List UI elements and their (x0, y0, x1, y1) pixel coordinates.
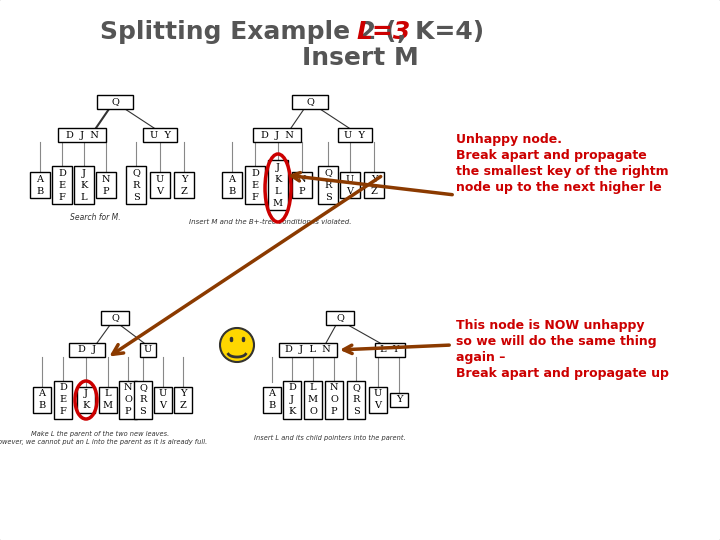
Bar (69, 343, 105, 357)
Text: S: S (353, 408, 359, 416)
Bar (279, 343, 337, 357)
Text: Splitting Example 2 (: Splitting Example 2 ( (100, 20, 397, 44)
Text: S: S (325, 192, 331, 201)
Text: M: M (308, 395, 318, 404)
Text: Q: Q (324, 168, 332, 178)
Bar (375, 343, 405, 357)
Text: B: B (37, 186, 44, 195)
Bar (150, 172, 170, 198)
Text: Z: Z (371, 186, 377, 195)
Text: again –: again – (456, 350, 505, 363)
Bar (54, 381, 72, 419)
Text: so we will do the same thing: so we will do the same thing (456, 334, 657, 348)
Text: R: R (324, 180, 332, 190)
Bar (245, 166, 265, 204)
Text: J: J (84, 389, 88, 399)
Text: D: D (251, 168, 259, 178)
Text: N: N (330, 383, 338, 393)
Text: V: V (374, 402, 382, 410)
Bar (97, 95, 133, 109)
Text: M: M (273, 199, 283, 207)
Text: S: S (140, 408, 146, 416)
Text: Q: Q (336, 314, 344, 322)
Text: J: J (276, 163, 280, 172)
Text: L: L (275, 186, 282, 195)
Bar (283, 381, 301, 419)
Text: L  Y: L Y (380, 346, 400, 354)
Bar (338, 128, 372, 142)
Text: P: P (103, 186, 109, 195)
Bar (325, 381, 343, 419)
Text: L=3: L=3 (356, 20, 410, 44)
Bar (52, 166, 72, 204)
Text: V: V (156, 186, 163, 195)
Text: B: B (38, 402, 45, 410)
Text: Make L the parent of the two new leaves.
However, we cannot put an L into the pa: Make L the parent of the two new leaves.… (0, 431, 207, 444)
Text: U: U (144, 346, 152, 354)
Text: Y: Y (371, 174, 377, 184)
Text: Insert M: Insert M (302, 46, 418, 70)
Bar (222, 172, 242, 198)
Bar (390, 393, 408, 407)
Text: A: A (228, 174, 235, 184)
Text: L: L (310, 383, 316, 393)
Text: , K=4): , K=4) (397, 20, 484, 44)
Bar (58, 128, 106, 142)
Text: P: P (299, 186, 305, 195)
Text: R: R (352, 395, 360, 404)
Bar (292, 172, 312, 198)
Bar (33, 387, 51, 413)
Text: D: D (59, 383, 67, 393)
Bar (326, 311, 354, 325)
Text: Y: Y (396, 395, 402, 404)
Text: L: L (104, 389, 112, 399)
Text: E: E (251, 180, 258, 190)
Text: L: L (81, 192, 87, 201)
Bar (174, 387, 192, 413)
Text: K: K (81, 180, 88, 190)
Text: Q: Q (306, 98, 314, 106)
Bar (74, 166, 94, 204)
Text: N: N (124, 383, 132, 393)
Text: U  Y: U Y (150, 131, 171, 139)
Bar (30, 172, 50, 198)
Bar (174, 172, 194, 198)
Text: F: F (251, 192, 258, 201)
Bar (263, 387, 281, 413)
Bar (369, 387, 387, 413)
Text: N: N (102, 174, 110, 184)
Text: O: O (309, 408, 317, 416)
Text: Search for M.: Search for M. (70, 213, 120, 222)
Text: R: R (132, 180, 140, 190)
Text: the smallest key of the rightm: the smallest key of the rightm (456, 165, 669, 179)
Text: K: K (82, 402, 90, 410)
Bar (126, 166, 146, 204)
Text: E: E (60, 395, 66, 404)
Text: D: D (288, 383, 296, 393)
Text: J: J (290, 395, 294, 404)
Text: V: V (160, 402, 166, 410)
Bar (99, 387, 117, 413)
Text: M: M (103, 402, 113, 410)
Bar (143, 128, 177, 142)
Text: Break apart and propagate up: Break apart and propagate up (456, 367, 669, 380)
Text: K: K (274, 174, 282, 184)
Text: A: A (37, 174, 43, 184)
Text: D  J  N: D J N (66, 131, 99, 139)
Text: B: B (269, 402, 276, 410)
Text: Q: Q (139, 383, 147, 393)
Text: Q: Q (111, 98, 119, 106)
Text: A: A (38, 389, 45, 399)
Bar (340, 172, 360, 198)
Bar (253, 128, 301, 142)
Text: Insert M and the B+-tree condition is violated.: Insert M and the B+-tree condition is vi… (189, 219, 351, 225)
Text: U  Y: U Y (344, 131, 366, 139)
Text: A: A (269, 389, 276, 399)
Text: Q: Q (352, 383, 360, 393)
Text: This node is NOW unhappy: This node is NOW unhappy (456, 319, 644, 332)
Bar (304, 381, 322, 419)
Text: Y: Y (181, 174, 187, 184)
Bar (364, 172, 384, 198)
Bar (101, 311, 129, 325)
